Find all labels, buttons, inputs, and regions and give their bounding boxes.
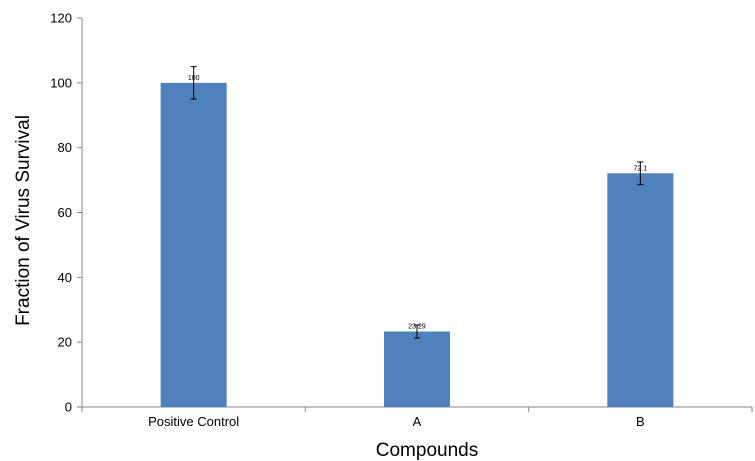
- data-label-1: 23.29: [408, 324, 426, 331]
- y-tick-label: 100: [50, 75, 72, 90]
- x-tick-label-0: Positive Control: [148, 414, 239, 429]
- bar-2: [607, 173, 674, 407]
- data-label-0: 100: [188, 75, 200, 82]
- error-bars: [190, 66, 644, 339]
- data-label-2: 72.1: [634, 165, 648, 172]
- y-tick-label: 120: [50, 11, 72, 26]
- y-axis: 0 20 40 60 80 100 120: [50, 11, 83, 415]
- y-axis-title: Fraction of Virus Survival: [13, 115, 34, 326]
- y-tick-label: 40: [58, 270, 72, 285]
- y-tick-label: 20: [58, 335, 72, 350]
- x-axis: Positive Control A B: [81, 406, 753, 429]
- x-axis-title: Compounds: [376, 440, 478, 461]
- y-tick-label: 80: [58, 140, 72, 155]
- bars: [160, 82, 674, 407]
- bar-0: [160, 82, 227, 407]
- y-tick-label: 60: [58, 205, 72, 220]
- data-labels: 100 23.29 72.1: [188, 75, 647, 331]
- x-tick-label-2: B: [636, 414, 645, 429]
- y-tick-label: 0: [65, 400, 72, 415]
- x-tick-label-1: A: [413, 414, 422, 429]
- bar-1: [384, 331, 450, 407]
